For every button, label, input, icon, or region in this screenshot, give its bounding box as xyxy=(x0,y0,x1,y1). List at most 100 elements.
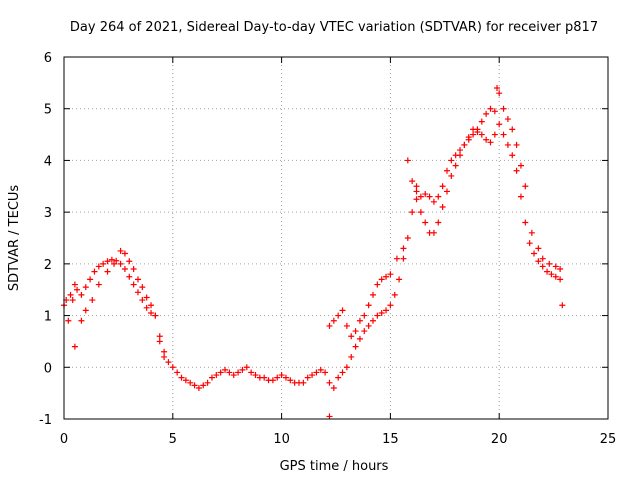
data-point xyxy=(526,240,533,247)
x-tick-label: 10 xyxy=(273,432,290,447)
data-point xyxy=(139,284,146,291)
data-point xyxy=(461,141,468,148)
data-point xyxy=(67,291,74,298)
x-tick-label: 0 xyxy=(60,432,68,447)
data-point xyxy=(313,369,320,376)
data-point xyxy=(528,229,535,236)
data-point xyxy=(104,258,111,265)
chart-title: Day 264 of 2021, Sidereal Day-to-day VTE… xyxy=(70,20,598,35)
data-point xyxy=(95,281,102,288)
data-point xyxy=(546,260,553,267)
data-point xyxy=(470,126,477,133)
data-point xyxy=(522,219,529,226)
data-point xyxy=(235,369,242,376)
data-point xyxy=(387,302,394,309)
data-point xyxy=(517,162,524,169)
data-point xyxy=(178,374,185,381)
data-point xyxy=(117,260,124,267)
data-point xyxy=(213,372,220,379)
data-point xyxy=(478,131,485,138)
data-point xyxy=(435,193,442,200)
data-point xyxy=(343,364,350,371)
data-point xyxy=(378,309,385,316)
data-point xyxy=(169,364,176,371)
data-point xyxy=(126,273,133,280)
data-point xyxy=(439,183,446,190)
data-point xyxy=(465,134,472,141)
y-tick-label: 3 xyxy=(44,206,52,221)
data-point xyxy=(356,317,363,324)
data-point xyxy=(448,157,455,164)
data-point xyxy=(513,141,520,148)
data-point xyxy=(130,281,137,288)
data-point xyxy=(134,289,141,296)
x-tick-label: 15 xyxy=(382,432,399,447)
data-point xyxy=(535,245,542,252)
data-point xyxy=(383,273,390,280)
data-point xyxy=(496,90,503,97)
data-point xyxy=(274,374,281,381)
data-point xyxy=(430,229,437,236)
data-point xyxy=(491,108,498,115)
data-point xyxy=(470,131,477,138)
data-point xyxy=(509,152,516,159)
data-point xyxy=(326,379,333,386)
data-point xyxy=(317,366,324,373)
data-point xyxy=(200,382,207,389)
data-point xyxy=(74,286,81,293)
data-point xyxy=(121,266,128,273)
data-point xyxy=(143,294,150,301)
data-point xyxy=(552,273,559,280)
data-point xyxy=(143,304,150,311)
data-point xyxy=(304,374,311,381)
data-point xyxy=(78,317,85,324)
data-point xyxy=(417,193,424,200)
data-point xyxy=(82,307,89,314)
data-point xyxy=(113,257,120,264)
data-point xyxy=(491,131,498,138)
data-point xyxy=(161,348,168,355)
data-point xyxy=(548,271,555,278)
data-point xyxy=(95,263,102,270)
data-point xyxy=(496,121,503,128)
data-point xyxy=(504,116,511,123)
data-point xyxy=(517,193,524,200)
data-point xyxy=(404,157,411,164)
data-point xyxy=(278,372,285,379)
x-tick-label: 5 xyxy=(169,432,177,447)
data-point xyxy=(78,291,85,298)
data-point xyxy=(161,353,168,360)
data-point xyxy=(509,126,516,133)
data-point xyxy=(69,297,76,304)
y-tick-label: 6 xyxy=(44,51,52,66)
data-point xyxy=(452,162,459,169)
y-tick-label: 4 xyxy=(44,154,52,169)
data-point xyxy=(111,260,118,267)
data-point xyxy=(287,377,294,384)
data-point xyxy=(152,312,159,319)
data-point xyxy=(378,276,385,283)
data-point xyxy=(322,369,329,376)
data-point xyxy=(156,338,163,345)
data-point xyxy=(374,281,381,288)
data-point xyxy=(504,141,511,148)
data-point xyxy=(204,379,211,386)
data-point xyxy=(522,183,529,190)
data-point xyxy=(71,281,78,288)
data-point xyxy=(195,384,202,391)
data-point xyxy=(156,333,163,340)
data-point xyxy=(330,384,337,391)
data-point xyxy=(89,297,96,304)
data-point xyxy=(248,369,255,376)
data-point xyxy=(474,128,481,135)
data-point xyxy=(448,172,455,179)
data-point xyxy=(361,312,368,319)
data-point xyxy=(87,276,94,283)
data-point xyxy=(383,307,390,314)
data-point xyxy=(130,266,137,273)
data-point xyxy=(239,366,246,373)
data-point xyxy=(513,167,520,174)
y-tick-label: 1 xyxy=(44,310,52,325)
data-point xyxy=(226,369,233,376)
data-point xyxy=(413,196,420,203)
